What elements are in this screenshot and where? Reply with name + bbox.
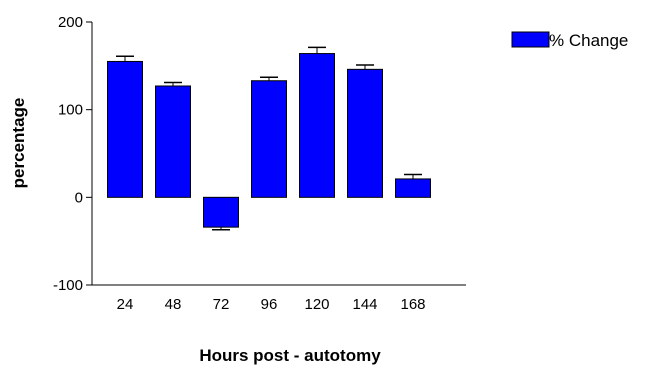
bar bbox=[155, 85, 191, 198]
bar bbox=[299, 53, 335, 198]
legend-swatch bbox=[511, 31, 550, 48]
bar bbox=[251, 80, 287, 198]
x-tick-label: 24 bbox=[117, 296, 134, 313]
y-axis-title: percentage bbox=[9, 98, 28, 189]
y-tick-label: -100 bbox=[53, 277, 83, 294]
y-tick-label: 200 bbox=[58, 14, 83, 31]
y-axis: -100 0 100 200 bbox=[53, 14, 93, 294]
x-axis-title: Hours post - autotomy bbox=[199, 346, 381, 365]
x-tick-label: 48 bbox=[165, 296, 182, 313]
x-axis: 24 48 72 96 120 144 168 bbox=[92, 284, 466, 313]
x-tick-label: 144 bbox=[352, 296, 377, 313]
x-tick-label: 96 bbox=[261, 296, 278, 313]
legend-label: % Change bbox=[549, 31, 628, 50]
bar bbox=[395, 178, 431, 198]
legend: % Change bbox=[511, 31, 628, 50]
x-tick-label: 168 bbox=[400, 296, 425, 313]
x-tick-label: 72 bbox=[213, 296, 230, 313]
y-tick-label: 100 bbox=[58, 102, 83, 119]
bar bbox=[107, 60, 143, 198]
x-tick-label: 120 bbox=[304, 296, 329, 313]
bar bbox=[203, 196, 239, 228]
y-tick-label: 0 bbox=[75, 189, 83, 206]
error-bars bbox=[116, 46, 422, 231]
bar bbox=[347, 68, 383, 198]
